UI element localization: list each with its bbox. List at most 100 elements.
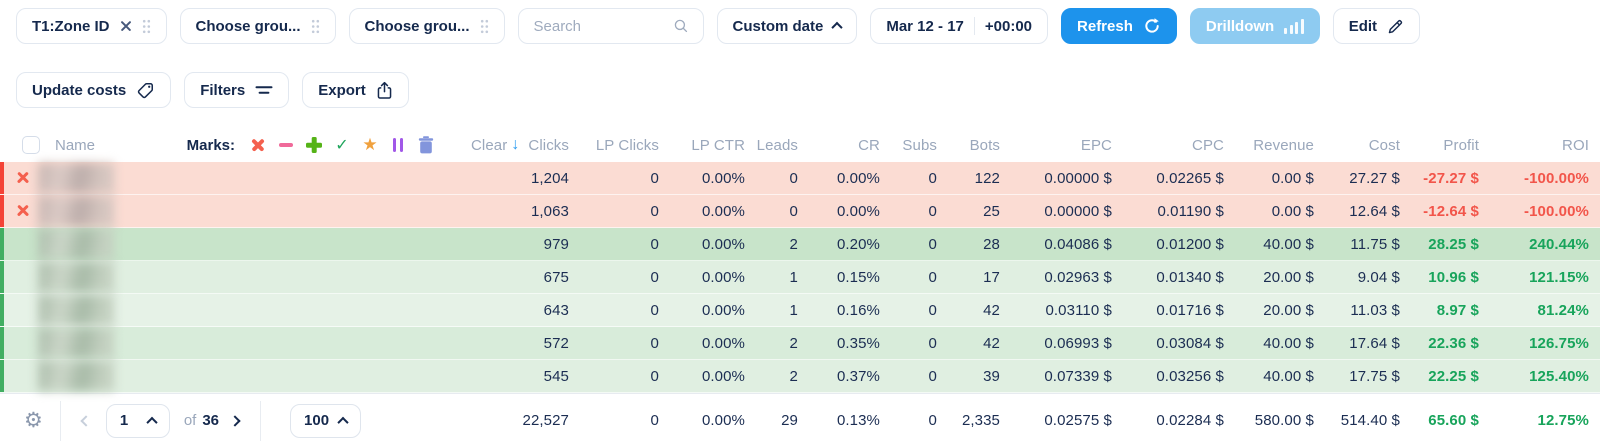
refresh-button[interactable]: Refresh (1061, 8, 1177, 44)
row-name-redacted (38, 262, 114, 292)
per-page-select[interactable]: 100 (290, 403, 362, 438)
cell-epc: 0.06993 $ (1044, 334, 1112, 352)
cell-cr: 0.00% (836, 202, 880, 220)
cell-clicks: 675 (543, 268, 569, 286)
table-row[interactable]: 545 0 0.00% 2 0.37% 0 39 0.07339 $ 0.03256 $ 40.0… (0, 360, 1600, 393)
timezone-value: +00:00 (984, 17, 1033, 35)
select-all-checkbox[interactable] (22, 136, 40, 154)
cell-epc: 0.02963 $ (1044, 268, 1112, 286)
cell-clicks: 1,204 (530, 169, 569, 187)
mark-cross-icon[interactable] (249, 136, 267, 154)
column-header-bots[interactable]: Bots (969, 136, 1000, 154)
cell-roi: 126.75% (1529, 334, 1589, 352)
mark-plus-icon[interactable] (305, 136, 323, 154)
table-row[interactable]: 572 0 0.00% 2 0.35% 0 42 0.06993 $ 0.03084 $ 40.0… (0, 327, 1600, 360)
cell-cr: 0.15% (836, 268, 880, 286)
cell-lp-ctr: 0.00% (701, 367, 745, 385)
table-row[interactable]: 675 0 0.00% 1 0.15% 0 17 0.02963 $ 0.01340 $ 20.0… (0, 261, 1600, 294)
column-header-leads[interactable]: Leads (756, 136, 798, 154)
chevron-up-icon (146, 416, 158, 428)
search-input[interactable] (533, 17, 664, 35)
table-row[interactable]: 1,063 0 0.00% 0 0.00% 0 25 0.00000 $ 0.01190 $ 0.… (0, 195, 1600, 228)
cell-roi: 81.24% (1537, 301, 1589, 319)
cell-bots: 42 (983, 334, 1000, 352)
mark-pause-icon[interactable] (389, 136, 407, 154)
refresh-icon (1145, 18, 1159, 33)
table-row[interactable]: 1,204 0 0.00% 0 0.00% 0 122 0.00000 $ 0.02265 $ 0… (0, 162, 1600, 195)
sort-desc-icon[interactable]: ↓ (511, 136, 520, 153)
edit-button[interactable]: Edit (1332, 8, 1421, 44)
drag-handle-icon[interactable] (480, 19, 489, 34)
settings-gear-icon[interactable]: ⚙ (24, 408, 43, 432)
column-header-revenue[interactable]: Revenue (1253, 136, 1314, 154)
cell-cr: 0.20% (836, 235, 880, 253)
cell-lp-ctr: 0.00% (701, 334, 745, 352)
mark-check-icon[interactable]: ✓ (335, 137, 349, 154)
column-header-cost[interactable]: Cost (1368, 136, 1400, 154)
divider (260, 400, 262, 441)
close-icon[interactable] (120, 20, 132, 32)
column-header-subs[interactable]: Subs (902, 136, 937, 154)
update-costs-button[interactable]: Update costs (16, 72, 172, 108)
row-name-cell (0, 261, 455, 293)
cell-bots: 25 (983, 202, 1000, 220)
mark-minus-icon[interactable] (277, 136, 295, 154)
cell-cpc: 0.01716 $ (1156, 301, 1224, 319)
chevron-left-icon[interactable] (78, 413, 94, 429)
filters-button[interactable]: Filters (184, 72, 290, 108)
column-header-profit[interactable]: Profit (1443, 136, 1479, 154)
total-clicks: 22,527 (522, 412, 569, 429)
mark-star-icon[interactable]: ★ (362, 135, 378, 154)
cell-lp-clicks: 0 (650, 301, 659, 319)
cell-lp-ctr: 0.00% (701, 235, 745, 253)
edit-label: Edit (1348, 17, 1378, 35)
cell-cr: 0.37% (836, 367, 880, 385)
export-button[interactable]: Export (302, 72, 409, 108)
page-select[interactable]: 1 (105, 403, 170, 438)
column-header-lp-clicks[interactable]: LP Clicks (595, 136, 659, 154)
group-select-2[interactable]: Choose grou... (348, 8, 505, 44)
cell-epc: 0.00000 $ (1044, 169, 1112, 187)
cell-epc: 0.04086 $ (1044, 235, 1112, 253)
drilldown-button[interactable]: Drilldown (1189, 8, 1320, 44)
cell-cpc: 0.03256 $ (1156, 367, 1224, 385)
cell-revenue: 20.00 $ (1263, 268, 1314, 286)
date-range-chip[interactable]: Mar 12 - 17 +00:00 (870, 8, 1049, 44)
column-header-clicks[interactable]: Clicks (528, 136, 569, 154)
total-cost: 514.40 $ (1340, 412, 1400, 429)
cell-cpc: 0.02265 $ (1156, 169, 1224, 187)
chevron-up-icon (831, 21, 844, 34)
column-header-roi[interactable]: ROI (1562, 136, 1589, 154)
cell-revenue: 0.00 $ (1271, 202, 1314, 220)
column-header-cr[interactable]: CR (858, 136, 880, 154)
clear-marks-button[interactable]: Clear ↓ (471, 136, 519, 154)
table-row[interactable]: 643 0 0.00% 1 0.16% 0 42 0.03110 $ 0.01716 $ 20.0… (0, 294, 1600, 327)
group-select-1[interactable]: Choose grou... (179, 8, 336, 44)
row-name-cell (0, 162, 455, 194)
column-header-cpc[interactable]: CPC (1192, 136, 1224, 154)
total-cr: 0.13% (836, 412, 880, 429)
date-preset-select[interactable]: Custom date (716, 8, 858, 44)
cell-cpc: 0.03084 $ (1156, 334, 1224, 352)
table-row[interactable]: 979 0 0.00% 2 0.20% 0 28 0.04086 $ 0.01200 $ 40.0… (0, 228, 1600, 261)
cell-revenue: 40.00 $ (1263, 367, 1314, 385)
clicks-header-cell: Clear ↓ Clicks (455, 136, 569, 154)
total-revenue: 580.00 $ (1254, 412, 1314, 429)
cell-lp-clicks: 0 (650, 334, 659, 352)
cell-clicks: 545 (543, 367, 569, 385)
drag-handle-icon[interactable] (142, 19, 151, 34)
cell-roi: -100.00% (1523, 169, 1589, 187)
cell-cr: 0.00% (836, 169, 880, 187)
chevron-right-icon[interactable] (227, 413, 243, 429)
column-header-epc[interactable]: EPC (1080, 136, 1112, 154)
cell-leads: 2 (789, 367, 798, 385)
chevron-up-icon (337, 416, 349, 428)
cell-lp-clicks: 0 (650, 235, 659, 253)
per-page-value: 100 (304, 412, 330, 429)
cell-cr: 0.16% (836, 301, 880, 319)
mark-trash-icon[interactable] (417, 136, 435, 154)
zone-filter-chip[interactable]: T1:Zone ID (16, 8, 167, 44)
drag-handle-icon[interactable] (311, 19, 320, 34)
column-header-lp-ctr[interactable]: LP CTR (691, 136, 745, 154)
divider (59, 400, 61, 441)
